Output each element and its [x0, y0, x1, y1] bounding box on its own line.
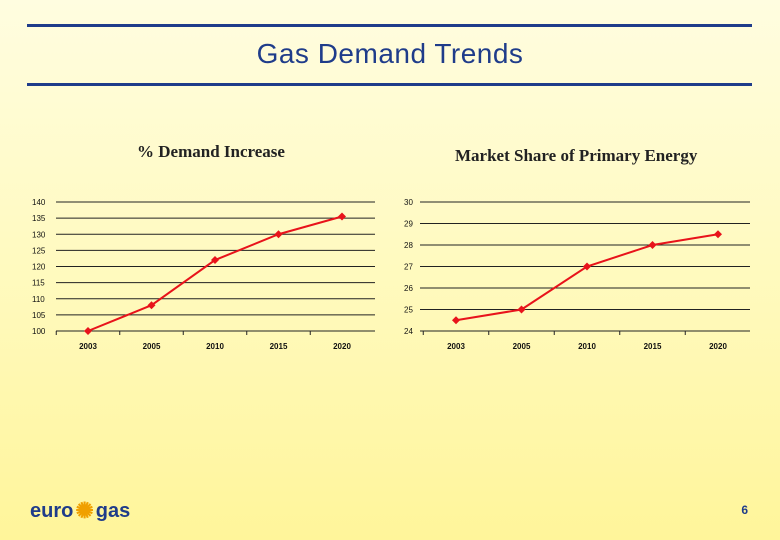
y-tick-label: 26: [404, 284, 413, 293]
y-tick-label: 125: [32, 246, 46, 255]
y-tick-label: 25: [404, 306, 413, 315]
data-point-marker: [274, 230, 283, 239]
data-point-marker: [147, 301, 156, 310]
chart-demand-increase: 100 105 110 115 120 125 130 135 140 2003 2005 2010 2…: [32, 198, 375, 351]
y-tick-label: 115: [32, 279, 45, 288]
x-tick-label: 2015: [644, 342, 662, 351]
x-tick-label: 2003: [79, 342, 97, 351]
chart-market-share: 24 25 26 27 28 29 30 2003 2005 2010 2015 2020: [404, 198, 750, 351]
data-point-marker: [84, 327, 92, 335]
x-tick-label: 2005: [143, 342, 161, 351]
eurogas-logo: euro ✺ gas: [30, 497, 130, 525]
y-tick-label: 24: [404, 327, 413, 336]
top-rule: [27, 24, 752, 27]
x-tick-label: 2020: [333, 342, 351, 351]
logo-text-gas: gas: [95, 499, 131, 522]
y-tick-label: 28: [404, 241, 413, 250]
series-line: [455, 233, 719, 322]
logo-text-euro: euro: [30, 499, 74, 522]
y-tick-label: 130: [32, 230, 46, 239]
data-point-marker: [648, 241, 657, 249]
y-tick-label: 29: [404, 220, 413, 229]
data-point-marker: [452, 316, 460, 325]
y-tick-label: 30: [404, 198, 413, 207]
y-tick-label: 100: [32, 327, 46, 336]
star-burst-icon: ✺: [75, 498, 94, 523]
x-tick-label: 2020: [709, 342, 727, 351]
y-tick-label: 110: [32, 295, 45, 304]
page-number: 6: [741, 503, 748, 517]
y-tick-label: 140: [32, 198, 46, 207]
chart-market-share-title: Market Share of Primary Energy: [455, 146, 698, 165]
data-point-marker: [338, 212, 346, 221]
data-point-marker: [211, 256, 219, 265]
x-tick-label: 2015: [270, 342, 288, 351]
slide-title: Gas Demand Trends: [256, 38, 524, 69]
chart-demand-title: % Demand Increase: [137, 142, 285, 161]
data-point-marker: [714, 230, 722, 239]
title-underline-rule: [27, 83, 752, 86]
data-point-marker: [583, 262, 591, 271]
y-tick-label: 105: [32, 311, 46, 320]
data-point-marker: [517, 305, 526, 314]
y-tick-label: 120: [32, 263, 46, 272]
x-tick-label: 2005: [513, 342, 531, 351]
x-tick-label: 2010: [578, 342, 596, 351]
y-tick-label: 135: [32, 214, 46, 223]
x-tick-label: 2010: [206, 342, 224, 351]
x-tick-label: 2003: [447, 342, 465, 351]
y-tick-label: 27: [404, 263, 413, 272]
